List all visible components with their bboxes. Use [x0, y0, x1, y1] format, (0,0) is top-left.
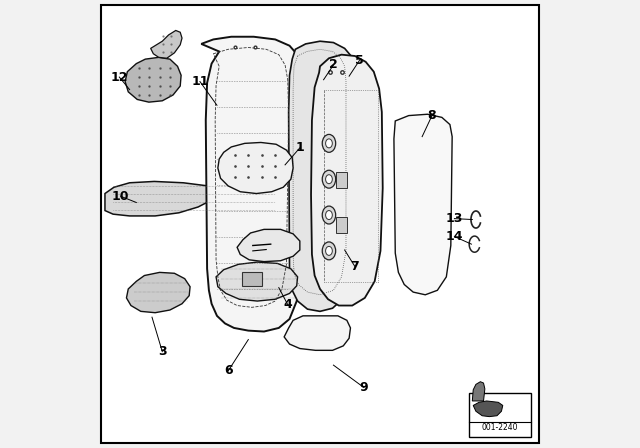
Polygon shape — [218, 142, 293, 194]
Polygon shape — [150, 30, 182, 58]
Ellipse shape — [323, 206, 336, 224]
Text: 1: 1 — [296, 141, 304, 155]
Text: 001-2240: 001-2240 — [482, 423, 518, 432]
Ellipse shape — [323, 170, 336, 188]
Text: 10: 10 — [112, 190, 129, 203]
Polygon shape — [289, 41, 356, 311]
Bar — [336, 217, 347, 233]
Text: 8: 8 — [428, 109, 436, 122]
Polygon shape — [473, 401, 503, 417]
Polygon shape — [311, 55, 383, 306]
Bar — [242, 272, 262, 286]
Ellipse shape — [323, 242, 336, 260]
Polygon shape — [237, 229, 300, 262]
Text: 7: 7 — [351, 260, 359, 273]
Polygon shape — [105, 181, 282, 216]
Text: 14: 14 — [445, 230, 463, 243]
Polygon shape — [202, 37, 303, 332]
Text: 2: 2 — [329, 58, 338, 72]
Text: 3: 3 — [158, 345, 166, 358]
Text: 12: 12 — [111, 70, 128, 84]
Text: 6: 6 — [224, 364, 232, 378]
Bar — [336, 172, 347, 188]
Text: 13: 13 — [445, 212, 463, 225]
Polygon shape — [127, 272, 190, 313]
Ellipse shape — [323, 134, 336, 152]
Polygon shape — [472, 382, 485, 401]
Polygon shape — [125, 57, 181, 102]
Bar — [468, 393, 531, 437]
Polygon shape — [284, 316, 351, 350]
Ellipse shape — [326, 139, 332, 148]
Polygon shape — [394, 114, 452, 295]
Text: 11: 11 — [191, 75, 209, 88]
Text: 4: 4 — [284, 298, 292, 311]
Polygon shape — [216, 262, 298, 301]
Ellipse shape — [326, 246, 332, 255]
Ellipse shape — [326, 211, 332, 220]
Text: 5: 5 — [355, 54, 364, 67]
Text: 9: 9 — [360, 381, 368, 394]
Ellipse shape — [326, 175, 332, 184]
